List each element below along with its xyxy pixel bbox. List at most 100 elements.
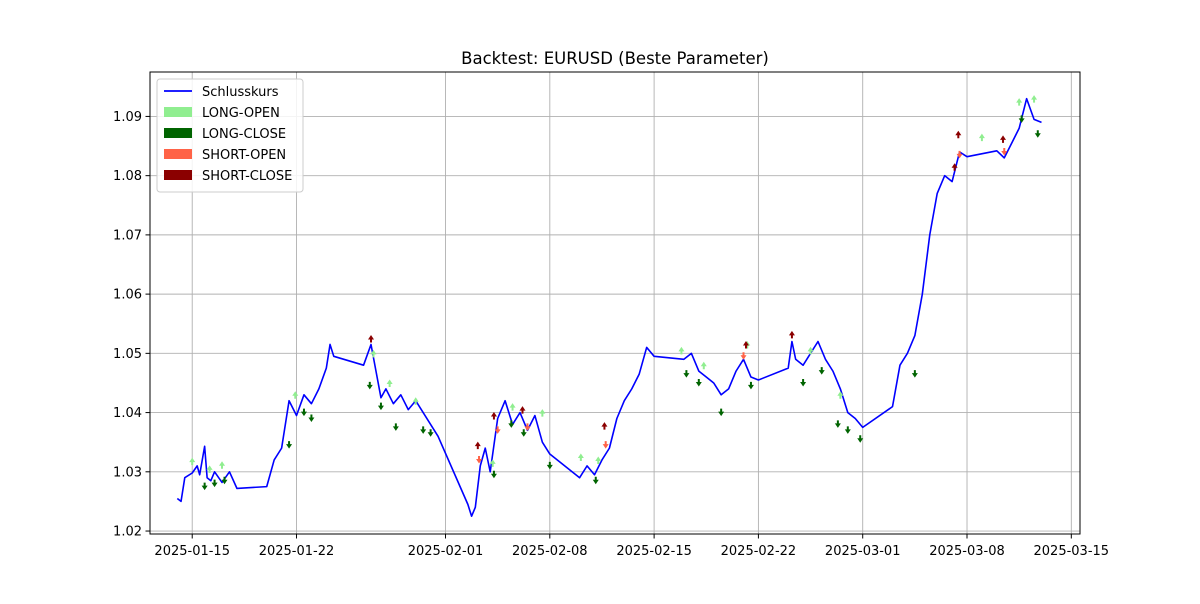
x-tick-label: 2025-01-22 [259, 544, 335, 559]
marker-long-open [412, 397, 419, 405]
legend-label: Schlusskurs [202, 85, 279, 100]
grid-lines [150, 72, 1080, 534]
marker-long-open [509, 403, 516, 411]
x-tick-label: 2025-03-08 [929, 544, 1005, 559]
marker-long-close [211, 479, 218, 488]
y-axis: 1.02 1.03 1.04 1.05 1.06 1.07 1.08 1.09 [113, 110, 150, 540]
marker-short-close [1000, 135, 1007, 143]
marker-short-close [955, 130, 962, 139]
marker-short-close [490, 412, 497, 420]
series-layer [176, 97, 1042, 518]
legend: Schlusskurs LONG-OPEN LONG-CLOSE SHORT-OPEN… [156, 78, 304, 193]
marker-long-open [595, 456, 602, 464]
marker-long-open [678, 346, 685, 355]
marker-long-close [427, 429, 434, 437]
marker-short-open [524, 423, 531, 431]
marker-long-open [700, 361, 707, 370]
legend-label: LONG-CLOSE [202, 127, 286, 142]
marker-long-close [508, 420, 515, 428]
marker-long-close [818, 367, 825, 375]
x-tick-label: 2025-03-01 [825, 544, 901, 559]
marker-long-open [386, 379, 393, 387]
legend-swatch-patch [164, 128, 192, 138]
marker-long-open [837, 391, 844, 399]
legend-swatch-patch [164, 107, 192, 117]
marker-long-close [747, 381, 754, 390]
marker-long-close [718, 408, 725, 417]
marker-short-open [476, 455, 483, 464]
marker-short-close [742, 340, 749, 349]
marker-long-close [592, 476, 599, 485]
y-tick-label: 1.06 [113, 288, 142, 303]
axes-frame [149, 71, 1081, 535]
plot-area [176, 95, 1042, 518]
marker-long-open [1016, 98, 1023, 106]
marker-long-close [695, 378, 702, 387]
marker-long-close [201, 482, 208, 491]
marker-long-close [800, 378, 807, 387]
marker-long-close [834, 420, 841, 428]
y-tick-label: 1.05 [113, 347, 142, 362]
y-tick-label: 1.08 [113, 169, 142, 184]
marker-short-close [519, 406, 526, 414]
marker-long-close [221, 476, 228, 485]
series-line-schlusskurs [176, 97, 1042, 518]
marker-long-close [392, 423, 399, 431]
y-tick-label: 1.03 [113, 465, 142, 480]
marker-long-open [206, 465, 213, 473]
x-tick-label: 2025-02-15 [616, 544, 692, 559]
legend-box [156, 78, 304, 193]
x-tick-label: 2025-02-08 [512, 544, 588, 559]
marker-long-close [546, 461, 553, 470]
marker-long-open [577, 453, 584, 461]
x-tick-label: 2025-02-22 [721, 544, 797, 559]
marker-short-open [956, 150, 963, 159]
marker-short-close [601, 422, 608, 430]
marker-long-open [978, 133, 985, 142]
marker-long-close [1034, 130, 1041, 138]
marker-short-open [602, 441, 609, 449]
marker-short-close [368, 335, 375, 343]
marker-long-open [489, 459, 496, 467]
marker-long-close [286, 441, 293, 449]
marker-short-close [951, 163, 958, 171]
marker-long-open [370, 349, 377, 358]
chart-title: Backtest: EURUSD (Beste Parameter) [461, 49, 769, 68]
marker-long-close [520, 429, 527, 437]
marker-long-close [683, 370, 690, 378]
marker-long-close [490, 470, 497, 479]
marker-long-open [539, 409, 546, 417]
marker-long-close [420, 426, 427, 434]
marker-short-open [1001, 147, 1008, 156]
marker-long-close [1018, 115, 1025, 123]
marker-short-close [788, 330, 795, 339]
marker-long-close [857, 435, 864, 443]
marker-long-close [308, 414, 315, 422]
marker-long-close [300, 408, 307, 417]
marker-layer [189, 95, 1041, 491]
marker-short-open [740, 352, 747, 360]
marker-long-close [911, 370, 918, 378]
marker-long-close [377, 402, 384, 411]
marker-long-open [292, 391, 299, 399]
legend-label: SHORT-CLOSE [202, 169, 292, 184]
marker-long-close [844, 426, 851, 434]
y-tick-label: 1.04 [113, 406, 142, 421]
legend-label: LONG-OPEN [202, 106, 280, 121]
legend-swatch-patch [164, 170, 192, 180]
x-tick-label: 2025-02-01 [408, 544, 484, 559]
x-axis: 2025-01-15 2025-01-22 2025-02-01 2025-02-08… [154, 534, 1109, 559]
y-tick-label: 1.09 [113, 110, 142, 125]
y-tick-label: 1.07 [113, 228, 142, 243]
marker-short-open [494, 426, 501, 434]
legend-label: SHORT-OPEN [202, 148, 286, 163]
y-tick-label: 1.02 [113, 525, 142, 540]
legend-swatch-patch [164, 149, 192, 159]
marker-long-open [1031, 95, 1038, 103]
x-tick-label: 2025-01-15 [154, 544, 230, 559]
marker-short-close [474, 441, 481, 450]
x-tick-label: 2025-03-15 [1034, 544, 1110, 559]
marker-long-open [807, 346, 814, 355]
